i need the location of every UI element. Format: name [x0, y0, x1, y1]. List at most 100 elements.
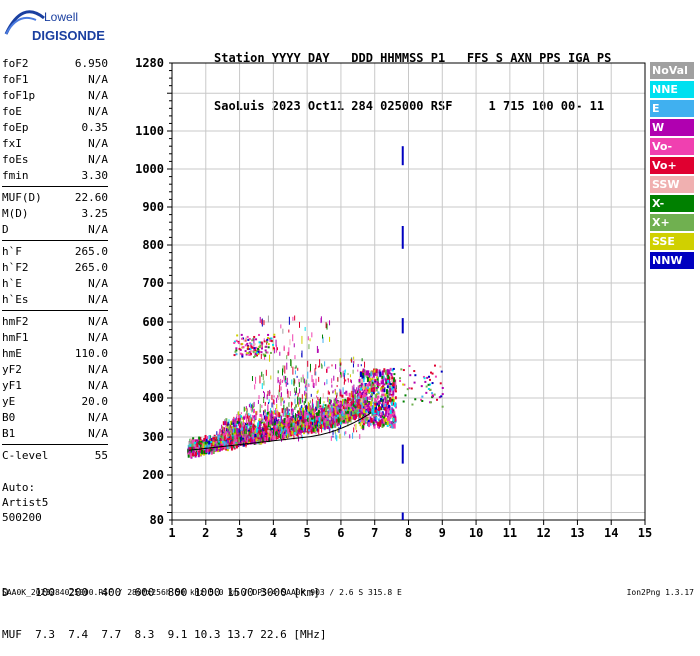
echo-point [257, 437, 260, 440]
echo-point [339, 367, 341, 373]
echo-point [341, 372, 343, 378]
echo-point [386, 420, 389, 425]
echo-point [308, 417, 311, 423]
echo-point [339, 374, 341, 378]
echo-point [196, 441, 199, 444]
echo-point [390, 424, 393, 429]
echo-point [241, 424, 243, 428]
interference-line [401, 512, 404, 520]
echo-point [247, 435, 250, 438]
echo-point [235, 349, 238, 352]
echo-point [287, 410, 290, 415]
echo-point [236, 427, 239, 432]
echo-point [253, 343, 256, 346]
echo-point [198, 436, 201, 440]
echo-point [269, 420, 271, 426]
echo-point [269, 391, 271, 394]
echo-point [357, 401, 360, 406]
echo-point [250, 350, 253, 353]
echo-point [363, 386, 366, 390]
echo-point [301, 407, 304, 413]
interference-line [401, 444, 404, 464]
echo-point [319, 359, 321, 368]
echo-point [315, 426, 318, 431]
echo-point [225, 443, 228, 447]
echo-point [335, 392, 338, 397]
echo-point [299, 321, 301, 328]
echo-point [224, 434, 226, 439]
echo-point [255, 427, 258, 433]
legend-item-e: E [650, 100, 694, 117]
echo-point [289, 339, 291, 346]
echo-point [404, 394, 407, 397]
echo-point [382, 393, 385, 397]
echo-point [296, 417, 299, 423]
echo-point [255, 413, 257, 420]
echo-point [337, 404, 340, 408]
echo-point [281, 435, 284, 439]
echo-point [349, 404, 352, 408]
echo-point [314, 368, 316, 376]
echo-point [276, 426, 279, 430]
echo-point [262, 438, 265, 442]
x-tick-label: 14 [604, 526, 618, 540]
echo-point [358, 399, 361, 403]
echo-point [356, 390, 359, 394]
echo-point [378, 369, 381, 374]
echo-point [299, 407, 301, 413]
echo-point [322, 407, 325, 412]
echo-point [192, 437, 195, 442]
parameter-row: fmin 3.30 [2, 168, 108, 184]
echo-point [399, 377, 402, 380]
echo-point [358, 412, 361, 418]
echo-point [333, 415, 335, 421]
echo-point [402, 369, 405, 372]
echo-point [234, 350, 237, 353]
echo-point [266, 419, 269, 425]
echo-point [269, 420, 272, 423]
echo-point [306, 413, 309, 418]
echo-point [249, 342, 252, 345]
y-tick-label: 1000 [135, 162, 164, 176]
echo-point [373, 384, 376, 389]
echo-point [278, 433, 281, 438]
header-labels: Station YYYY DAY DDD HHMMSS P1 FFS S AXN… [214, 51, 612, 65]
echo-point [380, 418, 383, 424]
echo-point [360, 419, 363, 422]
echo-point [225, 434, 227, 438]
echo-point [308, 418, 310, 422]
echo-point [439, 382, 442, 385]
echo-point [235, 444, 238, 449]
parameter-name: foF1 [2, 73, 29, 86]
echo-point [241, 431, 244, 436]
echo-point [386, 385, 389, 389]
echo-point [284, 365, 286, 374]
parameter-divider [2, 240, 108, 241]
echo-point [339, 425, 341, 429]
echo-point [339, 421, 342, 425]
echo-point [251, 434, 254, 438]
echo-point [259, 429, 262, 434]
echo-point [316, 395, 318, 398]
echo-point [327, 390, 329, 395]
echo-point [260, 353, 262, 359]
echo-point [377, 392, 380, 395]
echo-point [281, 432, 283, 439]
echo-point [224, 421, 227, 426]
echo-point [265, 428, 268, 432]
echo-point [326, 366, 328, 373]
echo-point [294, 406, 296, 410]
echo-point [348, 397, 351, 401]
echo-point [288, 329, 290, 333]
echo-point [253, 356, 256, 359]
echo-point [392, 399, 395, 403]
echo-point [324, 418, 327, 424]
echo-point [294, 370, 296, 375]
echo-point [306, 413, 309, 416]
echo-point [293, 421, 296, 426]
echo-point [377, 424, 380, 428]
echo-point [237, 411, 239, 415]
echo-point [236, 420, 239, 424]
echo-point [254, 349, 257, 352]
echo-point [361, 417, 364, 421]
